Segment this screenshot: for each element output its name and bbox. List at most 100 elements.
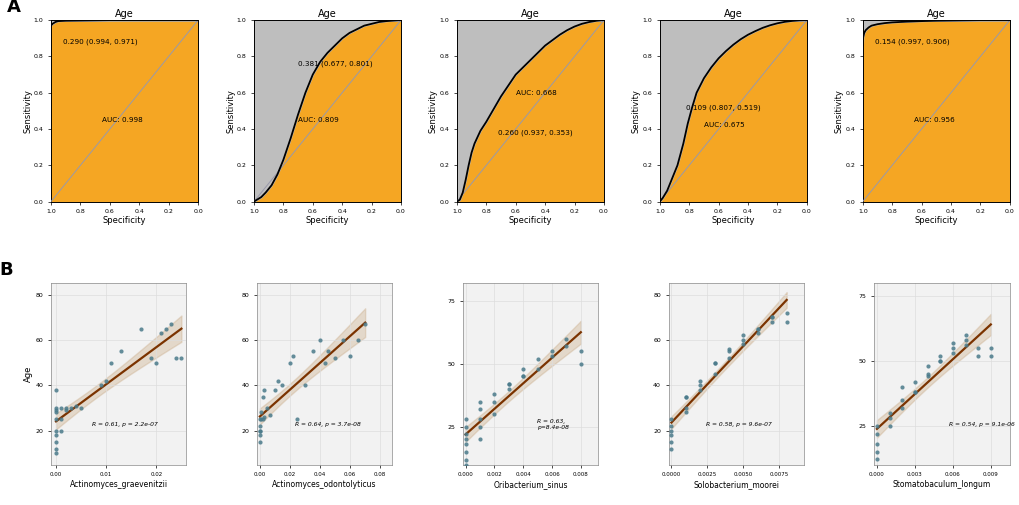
Point [327,354,343,362]
Point [944,344,960,352]
Y-axis label: Sensitivity: Sensitivity [429,89,437,133]
Point [48,445,64,453]
Point [486,390,502,398]
Point [691,386,707,394]
Text: 0.290 (0.994, 0.971): 0.290 (0.994, 0.971) [63,39,138,45]
X-axis label: Specificity: Specificity [914,216,957,225]
Point [691,381,707,389]
Point [763,313,780,321]
Point [868,447,884,456]
Point [662,431,679,439]
Text: A: A [7,0,20,17]
Point [735,340,751,348]
Point [543,347,559,356]
Point [457,440,473,448]
Point [894,396,910,404]
Point [472,415,488,423]
Point [515,372,531,380]
Point [357,320,373,328]
Point [777,309,794,317]
Point [763,313,780,321]
Point [48,404,64,412]
Point [253,415,269,423]
X-axis label: Stomatobaculum_longum: Stomatobaculum_longum [892,480,990,489]
Point [252,427,268,435]
Point [662,438,679,446]
Point [341,351,358,360]
Point [269,377,285,385]
Point [267,386,283,394]
Point [98,377,114,385]
X-axis label: Oribacterium_sinus: Oribacterium_sinus [492,480,568,489]
Point [944,339,960,347]
Point [457,435,473,443]
Point [880,422,897,430]
Title: Age: Age [723,10,742,19]
Point [457,415,473,423]
Text: 0.381 (0.677, 0.801): 0.381 (0.677, 0.801) [298,61,372,67]
Point [868,422,884,430]
Point [63,404,79,412]
Point [48,431,64,439]
Point [777,318,794,326]
Point [529,355,545,363]
Y-axis label: Sensitivity: Sensitivity [834,89,843,133]
X-axis label: Actinomyces_odontolyticus: Actinomyces_odontolyticus [272,480,376,489]
Point [457,430,473,438]
X-axis label: Specificity: Specificity [306,216,348,225]
Point [256,386,272,394]
Y-axis label: Sensitivity: Sensitivity [632,89,640,133]
X-axis label: Specificity: Specificity [711,216,754,225]
Point [944,349,960,357]
Text: 0.154 (0.997, 0.906): 0.154 (0.997, 0.906) [873,39,949,45]
Point [252,422,268,430]
Point [763,318,780,326]
Point [472,405,488,413]
Point [274,381,290,389]
Point [334,336,351,344]
Point [662,445,679,453]
Point [143,354,159,362]
Point [894,383,910,391]
Point [48,438,64,446]
Text: R = 0.61, p = 2.2e-07: R = 0.61, p = 2.2e-07 [92,422,157,427]
Point [529,365,545,373]
Text: AUC: 0.668: AUC: 0.668 [516,90,556,96]
Point [691,377,707,385]
Point [472,397,488,406]
Point [93,381,109,389]
Point [58,404,74,412]
Point [880,409,897,417]
Point [677,409,693,417]
Point [868,440,884,448]
Text: AUC: 0.956: AUC: 0.956 [913,117,954,123]
Point [662,427,679,435]
Point [868,429,884,437]
Text: R = 0.58, p = 9.6e-07: R = 0.58, p = 9.6e-07 [706,422,771,427]
Point [256,413,272,421]
Point [969,344,985,352]
Point [918,370,934,378]
Point [48,386,64,394]
Point [706,359,722,367]
Point [350,336,366,344]
Point [472,423,488,431]
Text: AUC: 0.998: AUC: 0.998 [102,117,143,123]
Point [262,411,278,419]
Point [957,331,973,339]
Text: 0.260 (0.937, 0.353): 0.260 (0.937, 0.353) [497,129,572,136]
Text: R = 0.63,
p=8.4e-08: R = 0.63, p=8.4e-08 [537,419,569,430]
Point [253,409,269,417]
Point [252,415,268,423]
Point [58,406,74,414]
Point [289,415,306,423]
Point [557,335,574,343]
X-axis label: Solobacterium_moorei: Solobacterium_moorei [693,480,779,489]
X-axis label: Actinomyces_graevenitzii: Actinomyces_graevenitzii [69,480,167,489]
Point [259,404,275,412]
Point [252,438,268,446]
Point [931,357,948,365]
Text: AUC: 0.675: AUC: 0.675 [703,122,744,128]
Point [931,351,948,360]
X-axis label: Specificity: Specificity [103,216,146,225]
